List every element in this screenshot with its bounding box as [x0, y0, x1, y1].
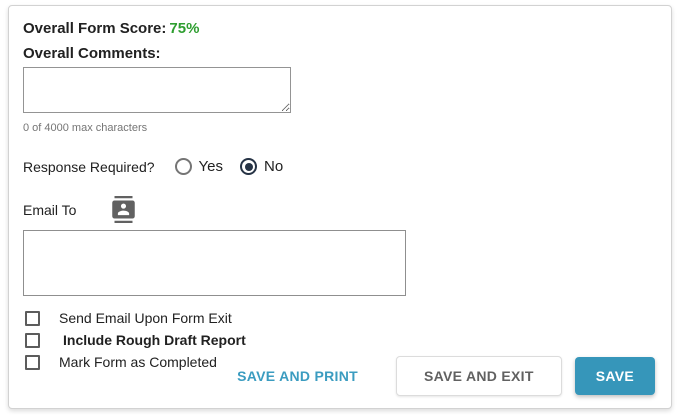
- mark-completed-label: Mark Form as Completed: [59, 354, 217, 370]
- email-to-textarea[interactable]: [23, 230, 406, 296]
- radio-option-yes[interactable]: Yes: [174, 158, 224, 175]
- response-required-label: Response Required?: [23, 158, 155, 175]
- save-and-print-button[interactable]: SAVE AND PRINT: [233, 360, 362, 392]
- overall-form-score: Overall Form Score: 75%: [23, 20, 655, 37]
- rough-draft-checkbox[interactable]: [25, 332, 40, 348]
- action-buttons-row: SAVE AND PRINT SAVE AND EXIT SAVE: [233, 356, 655, 396]
- radio-yes-label: Yes: [198, 158, 224, 175]
- comments-char-counter: 0 of 4000 max characters: [23, 122, 148, 134]
- overall-comments-textarea[interactable]: [23, 67, 291, 113]
- response-required-row: Response Required? Yes No: [23, 158, 655, 175]
- form-footer-panel: Overall Form Score: 75% Overall Comments:…: [8, 5, 672, 409]
- save-and-exit-button[interactable]: SAVE AND EXIT: [396, 356, 562, 396]
- contacts-icon[interactable]: [110, 196, 137, 223]
- overall-form-score-value: 75%: [169, 20, 200, 37]
- send-email-label: Send Email Upon Form Exit: [59, 310, 232, 326]
- overall-comments-label: Overall Comments:: [23, 45, 161, 62]
- email-to-label: Email To: [23, 201, 77, 218]
- send-email-checkbox[interactable]: [25, 310, 40, 326]
- mark-completed-checkbox[interactable]: [25, 354, 40, 370]
- checkbox-row-mark-completed[interactable]: Mark Form as Completed: [23, 351, 655, 373]
- checkbox-row-rough-draft[interactable]: Include Rough Draft Report: [23, 329, 655, 351]
- email-to-row: Email To: [23, 196, 655, 223]
- rough-draft-label: Include Rough Draft Report: [63, 332, 246, 348]
- overall-form-score-label: Overall Form Score:: [23, 20, 167, 37]
- checkbox-group: Send Email Upon Form Exit Include Rough …: [23, 307, 655, 373]
- checkbox-row-send-email[interactable]: Send Email Upon Form Exit: [23, 307, 655, 329]
- save-button[interactable]: SAVE: [574, 357, 655, 395]
- radio-no-icon[interactable]: [240, 158, 258, 175]
- radio-yes-icon[interactable]: [174, 158, 192, 175]
- radio-no-label: No: [264, 158, 284, 175]
- radio-option-no[interactable]: No: [240, 158, 283, 175]
